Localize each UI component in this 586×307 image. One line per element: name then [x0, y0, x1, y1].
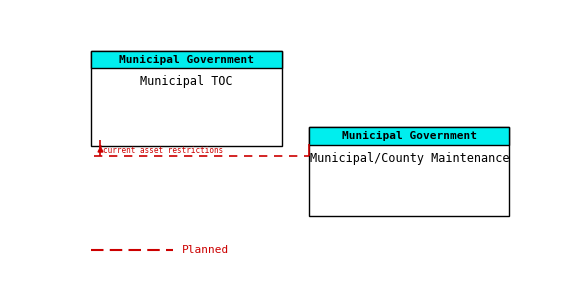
Text: Municipal Government: Municipal Government: [342, 131, 477, 141]
Bar: [91, 51, 282, 146]
Text: Municipal Government: Municipal Government: [120, 55, 254, 64]
Bar: [309, 127, 509, 216]
Text: Planned: Planned: [182, 245, 230, 255]
Text: Municipal TOC: Municipal TOC: [141, 75, 233, 88]
Text: Municipal/County Maintenance: Municipal/County Maintenance: [309, 152, 509, 165]
Text: current asset restrictions: current asset restrictions: [103, 146, 223, 155]
Bar: [91, 51, 282, 68]
Bar: [309, 127, 509, 145]
